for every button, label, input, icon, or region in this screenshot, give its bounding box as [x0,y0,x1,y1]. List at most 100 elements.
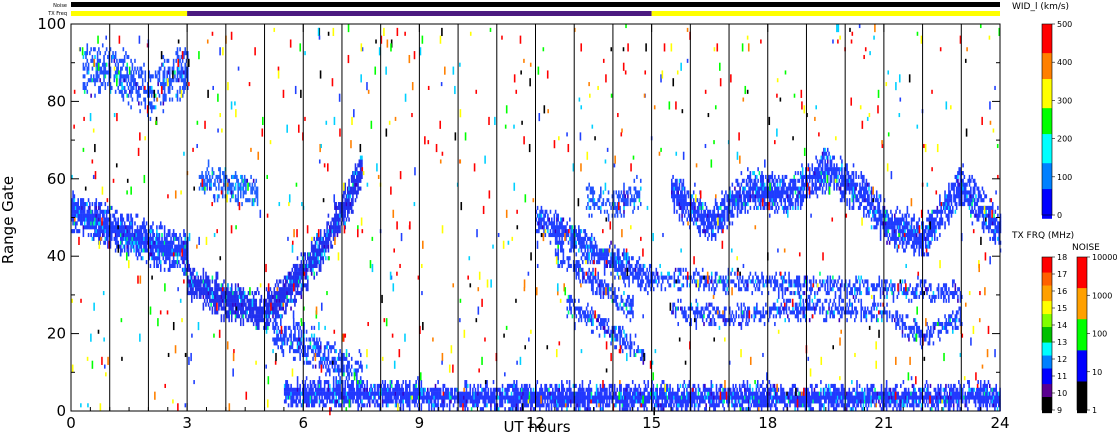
scatter-cell [860,395,862,400]
scatter-cell [273,341,276,346]
scatter-cell [230,318,233,323]
scatter-cell [336,399,339,404]
scatter-cell [539,403,541,408]
scatter-cell [264,302,267,307]
scatter-cell [344,202,346,207]
scatter-cell [319,263,322,269]
scatter-cell [83,205,86,210]
scatter-cell [713,407,715,412]
scatter-cell [481,391,483,396]
scatter-cell [345,399,348,404]
scatter-cell [220,302,223,307]
scatter-cell [949,395,951,400]
scatter-cell [118,229,121,234]
scatter-cell [100,229,103,234]
scatter-cell [802,391,804,396]
scatter-cell [246,294,249,299]
scatter-cell [94,232,96,238]
scatter-cell [125,51,127,56]
scatter-cell [167,229,170,234]
scatter-cell [729,387,732,392]
scatter-cell [776,391,778,396]
scatter-cell [626,403,629,408]
scatter-cell [126,236,129,241]
scatter-cell [438,395,441,400]
scatter-cell [668,391,670,396]
scatter-cell [434,391,437,396]
scatter-cell [350,380,353,385]
scatter-cell [343,387,345,392]
scatter-cell [237,202,239,207]
scatter-cell [339,225,341,230]
scatter-cell [87,62,90,67]
scatter-cell [150,85,153,90]
scatter-cell [119,244,122,249]
scatter-cell [214,302,216,307]
scatter-cell [105,70,108,75]
scatter-cell [646,387,648,392]
scatter-cell [251,291,254,296]
scatter-cell [107,209,109,214]
scatter-cell [580,395,582,400]
scatter-cell [827,399,830,404]
scatter-cell [303,395,305,400]
scatter-cell [799,395,802,400]
scatter-cell [358,395,361,400]
scatter-cell [307,383,309,388]
scatter-cell [622,391,625,396]
scatter-cell [159,244,162,249]
scatter-cell [610,391,612,396]
scatter-cell [834,383,836,388]
scatter-cell [279,298,282,303]
scatter-cell [74,221,77,226]
scatter-cell [183,51,185,56]
scatter-cell [668,387,670,392]
scatter-cell [464,403,466,408]
scatter-cell [557,387,559,392]
scatter-cell [316,399,318,404]
scatter-cell [388,399,390,404]
scatter-cell [264,310,267,315]
scatter-cell [140,85,143,90]
scatter-cell [108,217,110,222]
scatter-cell [847,399,849,404]
scatter-cell [958,380,960,385]
scatter-cell [175,232,177,238]
scatter-cell [865,403,867,408]
scatter-cell [100,209,103,214]
scatter-cell [535,403,537,408]
scatter-cell [626,395,629,400]
scatter-cell [171,66,174,71]
scatter-cell [893,391,896,396]
scatter-cell [254,291,256,296]
scatter-cell [303,349,305,354]
scatter-cell [209,178,211,183]
scatter-cell [857,395,860,400]
scatter-cell [95,229,98,234]
scatter-cell [211,167,214,172]
scatter-cell [790,391,793,396]
scatter-cell [234,298,237,303]
scatter-cell [677,387,679,392]
scatter-cell [856,380,858,385]
scatter-cell [274,294,277,299]
scatter-cell [878,391,880,396]
scatter-cell [300,263,303,269]
scatter-cell [236,314,238,319]
scatter-cell [187,74,189,79]
scatter-cell [167,70,170,75]
scatter-cell [326,345,329,350]
scatter-cell [590,387,593,392]
scatter-cell [536,391,539,396]
scatter-cell [460,391,463,396]
scatter-cell [791,399,794,404]
scatter-cell [73,198,76,203]
scatter-cell [920,407,923,412]
scatter-cell [268,291,270,296]
scatter-cell [229,298,232,303]
scatter-cell [490,403,492,408]
scatter-cell [176,236,179,241]
scatter-cell [288,287,291,292]
scatter-cell [163,236,166,241]
scatter-cell [517,395,519,400]
